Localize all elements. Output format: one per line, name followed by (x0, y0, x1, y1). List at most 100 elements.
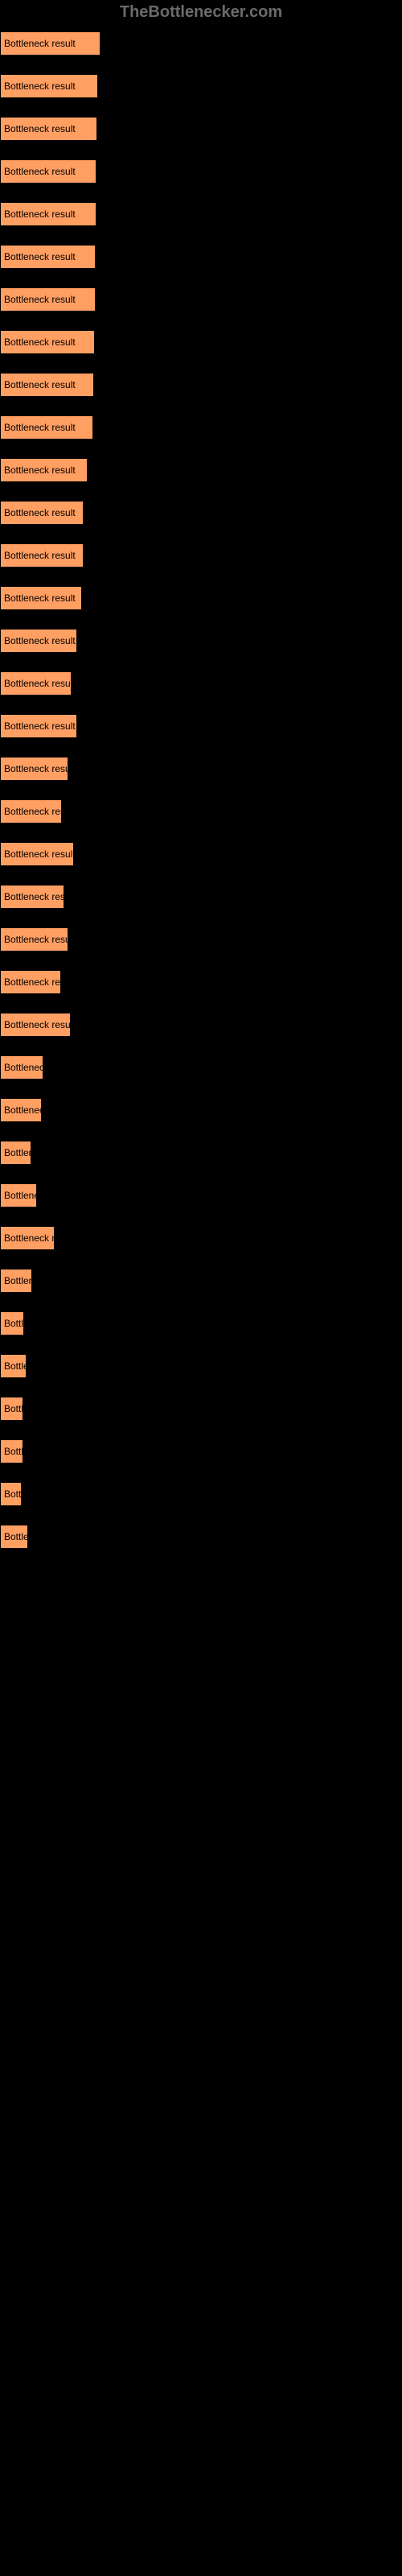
series-label (0, 233, 402, 245)
bar-label: Bottle (1, 1446, 23, 1457)
series-label (0, 319, 402, 330)
chart-row: Bottleneck result (0, 745, 402, 781)
bar-container: Bottleneck result (0, 714, 402, 738)
bar: Bottleneck result (0, 330, 95, 354)
series-label (0, 1300, 402, 1311)
bar: Bottlene (0, 1141, 31, 1165)
bar-container: Bottleneck resu (0, 970, 402, 994)
bar-label: Bottleneck result (1, 848, 73, 860)
bar: Bottleneck result (0, 415, 93, 440)
bar-label: Bottlen (1, 1360, 26, 1372)
bar: Bottleneck resu (0, 799, 62, 824)
chart-row: Bottle (0, 1428, 402, 1463)
bar-container: Bottleneck result (0, 373, 402, 397)
bar: Bottleneck result (0, 31, 100, 56)
bar-container: Bottleneck result (0, 245, 402, 269)
bar-label: Bottleneck result (1, 891, 64, 902)
bar: Bottleneck result (0, 629, 77, 653)
bar-label: Bottleneck result (1, 251, 76, 262)
bar-container: Bottlenec (0, 1183, 402, 1208)
bar: Bottlen (0, 1525, 28, 1549)
chart-row: Bottle (0, 1300, 402, 1335)
bar: Bottleneck result (0, 74, 98, 98)
series-label (0, 873, 402, 885)
bar-container: Bottleneck result (0, 501, 402, 525)
bar-container: Bottleneck result (0, 117, 402, 141)
series-label (0, 916, 402, 927)
bar: Bottleneck re (0, 1226, 55, 1250)
bar-label: Bottleneck result (1, 507, 76, 518)
series-label (0, 575, 402, 586)
bar-container: Bottleneck result (0, 31, 402, 56)
bar: Bottleneck result (0, 501, 84, 525)
chart-row: Bottleneck result (0, 1001, 402, 1037)
series-label (0, 1087, 402, 1098)
bar: Bottleneck result (0, 117, 97, 141)
bar-container: Bottleneck re (0, 1226, 402, 1250)
series-label (0, 1428, 402, 1439)
bar-label: Bottlene (1, 1275, 31, 1286)
bar-container: Bottlen (0, 1354, 402, 1378)
bar: Bottleneck result (0, 885, 64, 909)
bar-container: Bottleneck (0, 1098, 402, 1122)
chart-row: Bottleneck result (0, 916, 402, 952)
bar: Bottlen (0, 1354, 27, 1378)
bar-container: Bottleneck result (0, 1013, 402, 1037)
bar: Bottleneck resu (0, 970, 61, 994)
series-label (0, 1172, 402, 1183)
chart-row: Bottleneck (0, 1087, 402, 1122)
chart-row: Bottleneck result (0, 361, 402, 397)
bottleneck-bar-chart: Bottleneck result Bottleneck result Bott… (0, 0, 402, 1580)
bar-label: Bottleneck result (1, 80, 76, 92)
chart-row: Bottleneck result (0, 532, 402, 568)
bar-container: Bottl (0, 1482, 402, 1506)
series-label (0, 745, 402, 757)
series-label (0, 1129, 402, 1141)
bar: Bottleneck result (0, 714, 77, 738)
bar-label: Bottleneck result (1, 763, 68, 774)
bar-label: Bottlen (1, 1531, 27, 1542)
bar-label: Bottlene (1, 1147, 31, 1158)
series-label (0, 276, 402, 287)
chart-row: Bottle (0, 1385, 402, 1421)
series-label (0, 788, 402, 799)
bar-label: Bottleneck resu (1, 806, 61, 817)
series-label (0, 1215, 402, 1226)
bar-container: Bottlene (0, 1141, 402, 1165)
bar-container: Bottleneck result (0, 671, 402, 696)
bar-label: Bottlenec (1, 1190, 36, 1201)
bar-container: Bottle (0, 1311, 402, 1335)
series-label (0, 959, 402, 970)
chart-row: Bottleneck result (0, 191, 402, 226)
bar: Bottle (0, 1397, 23, 1421)
bar: Bottleneck result (0, 159, 96, 184)
bar: Bottleneck result (0, 671, 72, 696)
bar-container: Bottleneck result (0, 629, 402, 653)
series-label (0, 831, 402, 842)
bar-container: Bottle (0, 1439, 402, 1463)
chart-row: Bottleneck result (0, 447, 402, 482)
chart-row: Bottleneck result (0, 489, 402, 525)
series-label (0, 617, 402, 629)
bar-label: Bottleneck result (1, 38, 76, 49)
chart-row: Bottleneck (0, 1044, 402, 1080)
bar-label: Bottleneck result (1, 635, 76, 646)
bar-label: Bottle (1, 1403, 23, 1414)
bar-label: Bottleneck result (1, 550, 76, 561)
chart-row: Bottlen (0, 1513, 402, 1549)
chart-row: Bottlene (0, 1257, 402, 1293)
series-label (0, 1001, 402, 1013)
bar-container: Bottleneck result (0, 287, 402, 312)
chart-row: Bottl (0, 1471, 402, 1506)
bar: Bottleneck result (0, 842, 74, 866)
chart-row: Bottleneck result (0, 703, 402, 738)
bar-container: Bottleneck result (0, 159, 402, 184)
bar-container: Bottleneck resu (0, 799, 402, 824)
bar: Bottleneck result (0, 757, 68, 781)
bar: Bottlene (0, 1269, 32, 1293)
chart-row: Bottleneck resu (0, 788, 402, 824)
chart-row: Bottleneck result (0, 105, 402, 141)
bar: Bottleneck result (0, 543, 84, 568)
bar-container: Bottleneck result (0, 74, 402, 98)
chart-row: Bottleneck result (0, 148, 402, 184)
